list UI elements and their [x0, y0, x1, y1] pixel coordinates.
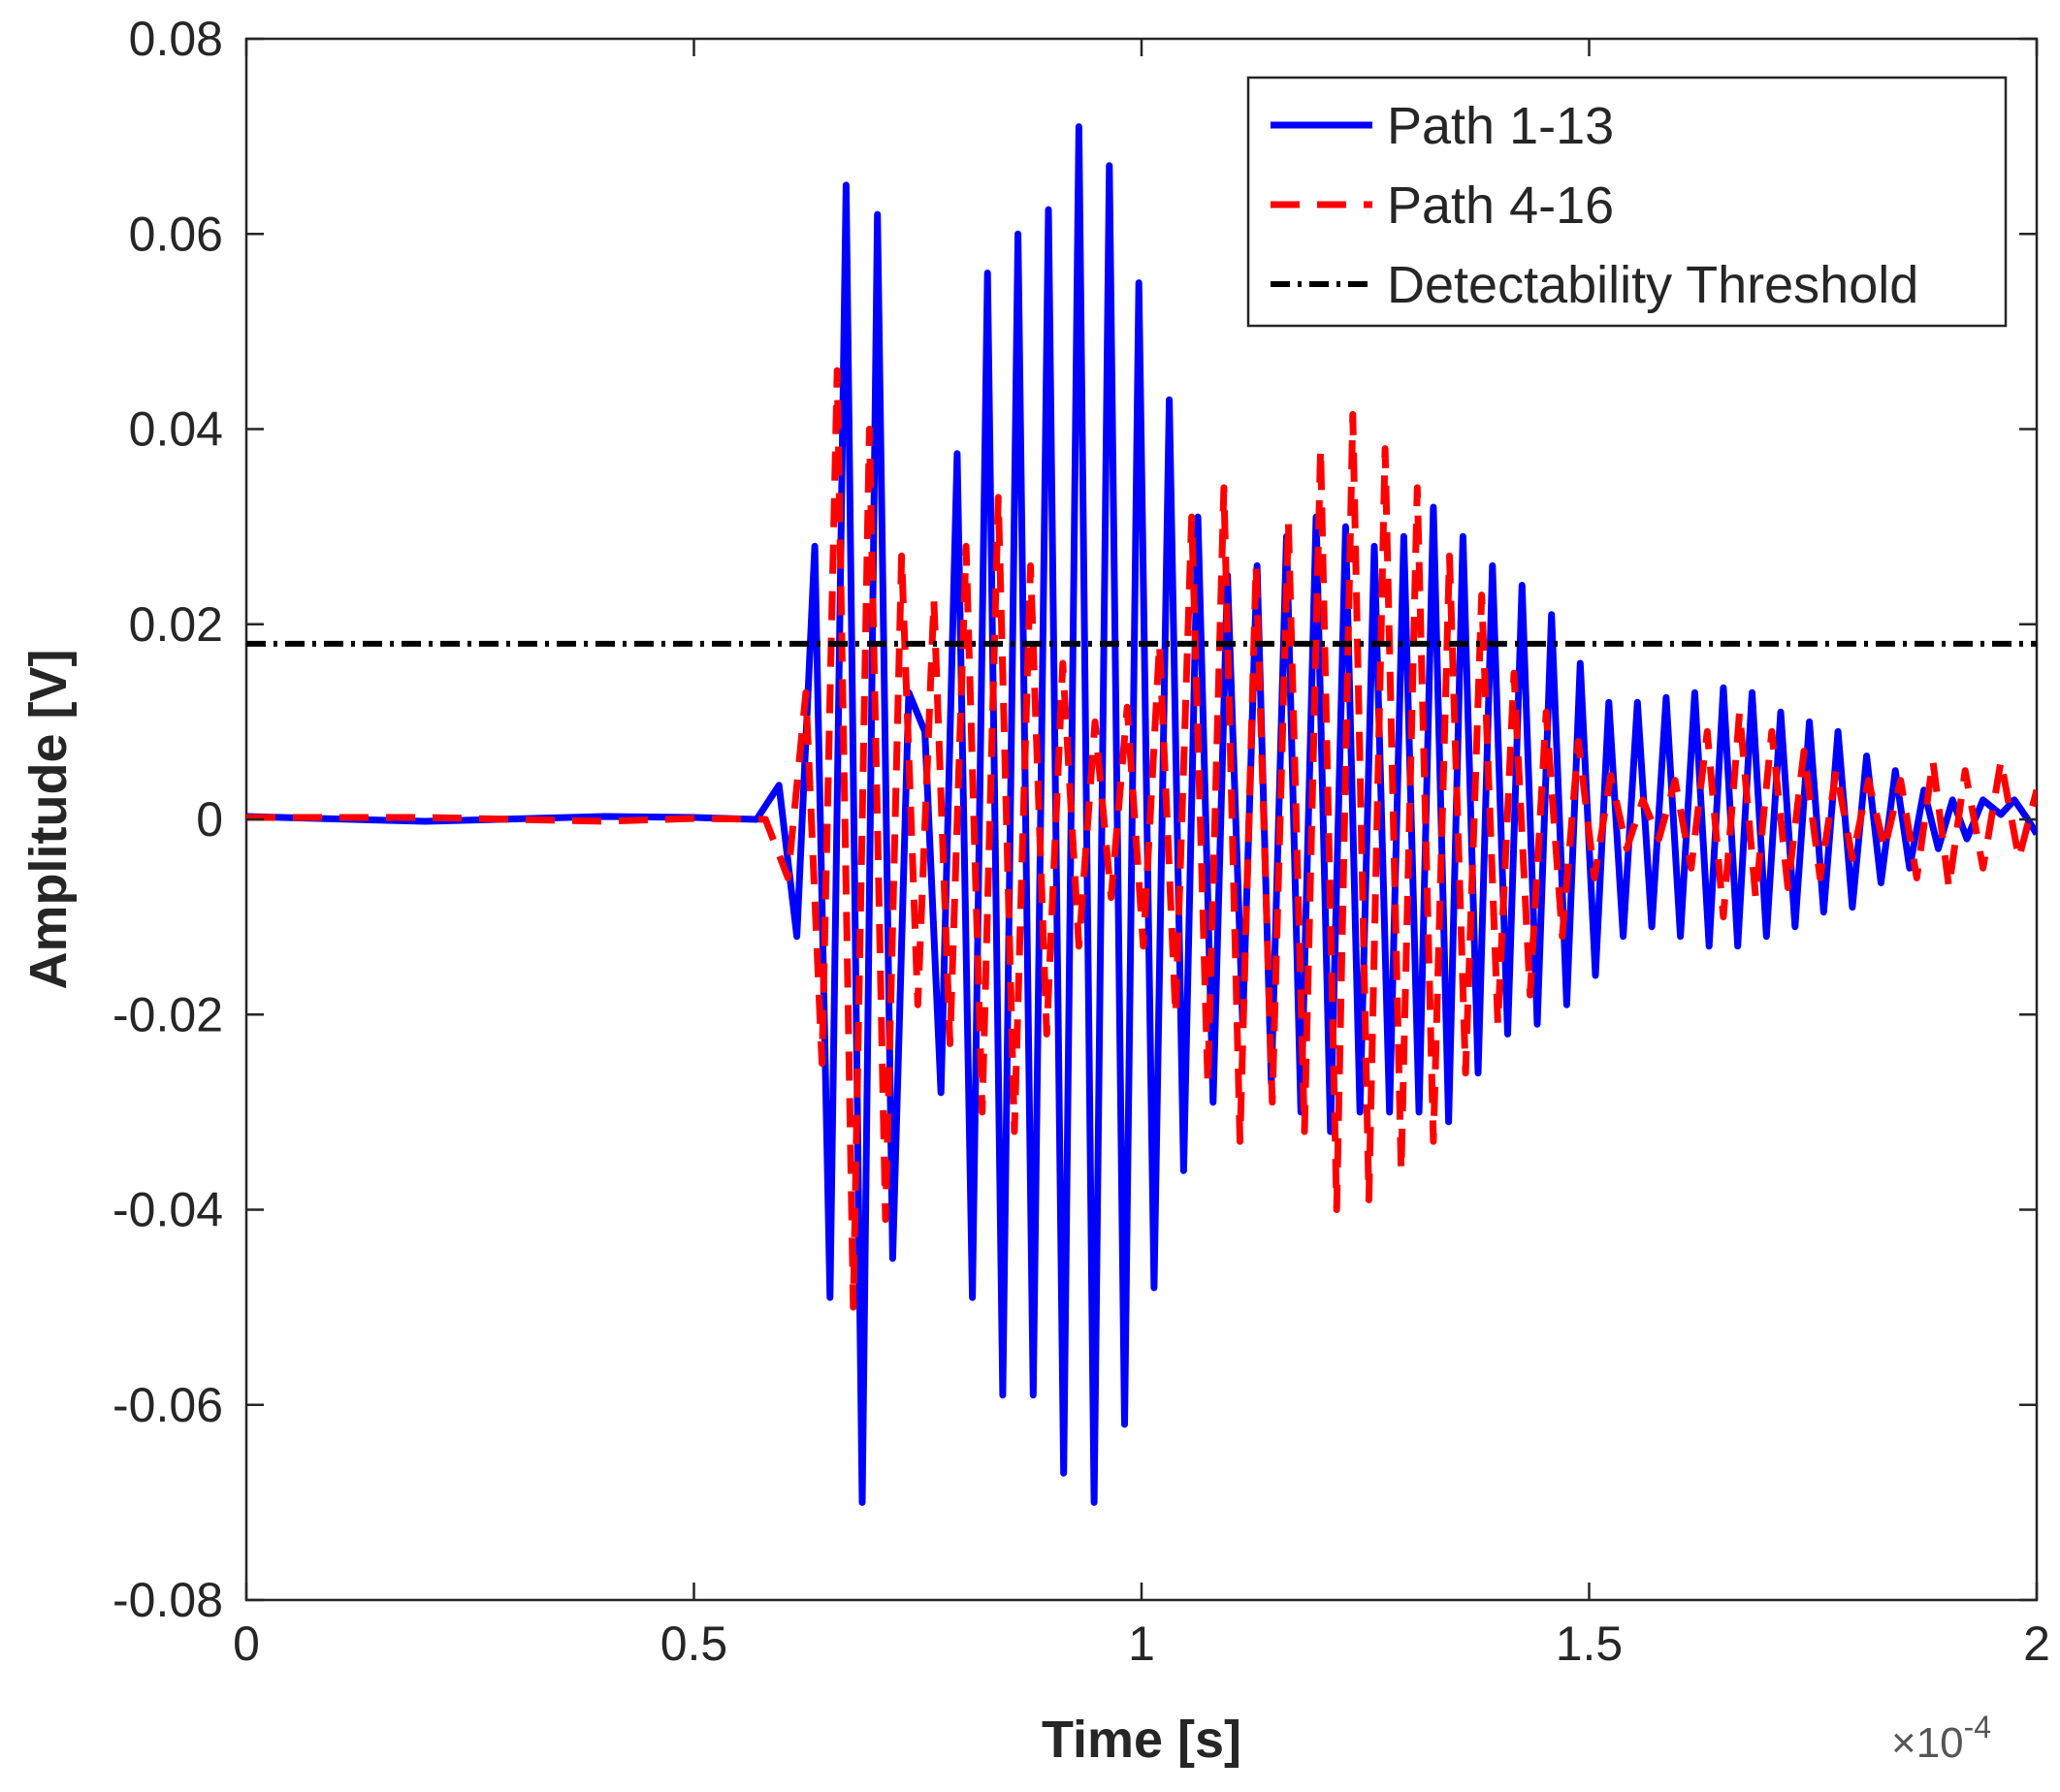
x-tick-label: 1.5 [1556, 1616, 1624, 1671]
tick-layer: 0 0.5 1 1.5 2 0.08 0.06 0.04 0.02 0 -0.02 -0.04 -0.0… [113, 12, 2050, 1671]
y-tick-label: 0.04 [129, 402, 223, 457]
y-tick-label: 0.06 [129, 207, 223, 261]
legend: Path 1-13 Path 4-16 Detectability Thresh… [1246, 76, 2008, 328]
x-tick-label: 0.5 [660, 1616, 728, 1671]
x-tick-label: 1 [1128, 1616, 1155, 1671]
series-line-path-4-16 [246, 367, 2037, 1311]
legend-label-threshold: Detectability Threshold [1387, 256, 1918, 314]
x-axis-exponent: ×10-4 [1891, 1710, 1991, 1767]
y-tick-label: -0.06 [113, 1378, 223, 1432]
y-tick-label: -0.02 [113, 987, 223, 1041]
y-tick-label: 0.08 [129, 12, 223, 66]
legend-label-path-1-13: Path 1-13 [1387, 97, 1614, 155]
y-tick-label: -0.08 [113, 1573, 223, 1627]
y-axis-title: Amplitude [V] [19, 650, 78, 990]
legend-label-path-4-16: Path 4-16 [1387, 176, 1614, 235]
x-tick-label: 2 [2023, 1616, 2050, 1671]
x-axis-title: Time [s] [1042, 1711, 1241, 1769]
series-line-path-1-13 [246, 123, 2037, 1506]
y-tick-label: -0.04 [113, 1183, 223, 1237]
y-tick-label: 0.02 [129, 597, 223, 652]
y-tick-label: 0 [196, 792, 223, 847]
series-layer [246, 123, 2037, 1506]
x-axis-exponent-power: -4 [1964, 1710, 1991, 1744]
x-axis-exponent-base: ×10 [1891, 1719, 1964, 1767]
legend-box [1246, 76, 2008, 328]
x-tick-label: 0 [233, 1616, 260, 1671]
